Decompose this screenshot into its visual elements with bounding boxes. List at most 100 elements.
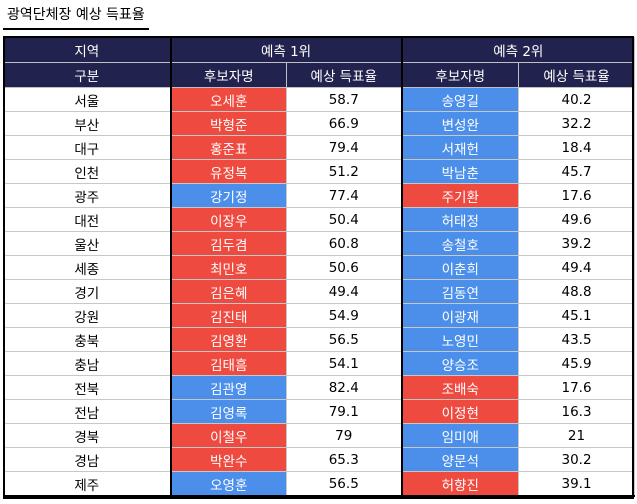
region-cell: 광주 <box>3 183 172 208</box>
first-rate-cell: 82.4 <box>285 375 403 400</box>
table-row: 강원 김진태 54.9 이광재 45.1 <box>3 303 636 328</box>
region-cell: 대구 <box>3 135 172 160</box>
first-rate-cell: 60.8 <box>285 231 403 256</box>
table-row: 충북 김영환 56.5 노영민 43.5 <box>3 327 636 352</box>
first-candidate-cell: 강기정 <box>170 183 287 208</box>
second-rate-cell: 39.2 <box>518 231 636 256</box>
second-candidate-cell: 이광재 <box>401 303 520 328</box>
table-row: 부산 박형준 66.9 변성완 32.2 <box>3 111 636 136</box>
second-rate-cell: 32.2 <box>518 111 636 136</box>
second-candidate-cell: 허향진 <box>401 471 520 497</box>
region-cell: 경북 <box>3 423 172 448</box>
table-row: 전북 김관영 82.4 조배숙 17.6 <box>3 375 636 400</box>
second-candidate-cell: 서재헌 <box>401 135 520 160</box>
region-cell: 서울 <box>3 87 172 112</box>
table-row: 인천 유정복 51.2 박남춘 45.7 <box>3 159 636 184</box>
first-candidate-cell: 김태흠 <box>170 351 287 376</box>
region-cell: 강원 <box>3 303 172 328</box>
second-rate-cell: 45.7 <box>518 159 636 184</box>
second-candidate-cell: 송철호 <box>401 231 520 256</box>
region-cell: 충북 <box>3 327 172 352</box>
forecast-table: 지역 예측 1위 예측 2위 구분 후보자명 예상 득표율 후보자명 예상 득표… <box>3 37 636 497</box>
table-row: 경기 김은혜 49.4 김동연 48.8 <box>3 279 636 304</box>
first-rate-cell: 50.4 <box>285 207 403 232</box>
second-candidate-cell: 허태정 <box>401 207 520 232</box>
table-header: 지역 예측 1위 예측 2위 구분 후보자명 예상 득표율 후보자명 예상 득표… <box>3 37 636 88</box>
first-rate-cell: 66.9 <box>285 111 403 136</box>
region-cell: 제주 <box>3 471 172 497</box>
second-rate-cell: 45.9 <box>518 351 636 376</box>
first-rate-cell: 54.1 <box>285 351 403 376</box>
first-rate-cell: 50.6 <box>285 255 403 280</box>
region-cell: 충남 <box>3 351 172 376</box>
second-candidate-cell: 노영민 <box>401 327 520 352</box>
table-row: 충남 김태흠 54.1 양승조 45.9 <box>3 351 636 376</box>
first-candidate-cell: 최민호 <box>170 255 287 280</box>
first-candidate-cell: 김은혜 <box>170 279 287 304</box>
second-rate-cell: 40.2 <box>518 87 636 112</box>
first-rate-cell: 79 <box>285 423 403 448</box>
table-row: 광주 강기정 77.4 주기환 17.6 <box>3 183 636 208</box>
region-cell: 울산 <box>3 231 172 256</box>
second-rate-cell: 49.4 <box>518 255 636 280</box>
first-rate-cell: 79.4 <box>285 135 403 160</box>
second-candidate-cell: 이춘희 <box>401 255 520 280</box>
table-row: 서울 오세훈 58.7 송영길 40.2 <box>3 87 636 112</box>
region-cell: 세종 <box>3 255 172 280</box>
header-rate-1: 예상 득표율 <box>285 62 403 88</box>
header-group-1: 예측 1위 <box>169 37 403 63</box>
table-row: 대구 홍준표 79.4 서재헌 18.4 <box>3 135 636 160</box>
first-candidate-cell: 오세훈 <box>170 87 287 112</box>
region-cell: 전북 <box>3 375 172 400</box>
table-row: 제주 오영훈 56.5 허향진 39.1 <box>3 471 636 497</box>
first-rate-cell: 51.2 <box>285 159 403 184</box>
first-rate-cell: 56.5 <box>285 471 403 497</box>
region-cell: 전남 <box>3 399 172 424</box>
header-group-2: 예측 2위 <box>401 37 636 63</box>
second-rate-cell: 30.2 <box>518 447 636 472</box>
first-candidate-cell: 유정복 <box>170 159 287 184</box>
second-candidate-cell: 이정현 <box>401 399 520 424</box>
first-candidate-cell: 김영록 <box>170 399 287 424</box>
second-rate-cell: 49.6 <box>518 207 636 232</box>
region-cell: 경남 <box>3 447 172 472</box>
second-rate-cell: 48.8 <box>518 279 636 304</box>
second-rate-cell: 17.6 <box>518 375 636 400</box>
header-candidate-2: 후보자명 <box>401 62 520 88</box>
header-row-top: 지역 예측 1위 예측 2위 <box>3 37 636 63</box>
region-cell: 대전 <box>3 207 172 232</box>
first-rate-cell: 54.9 <box>285 303 403 328</box>
table-row: 세종 최민호 50.6 이춘희 49.4 <box>3 255 636 280</box>
second-rate-cell: 18.4 <box>518 135 636 160</box>
first-rate-cell: 49.4 <box>285 279 403 304</box>
region-cell: 부산 <box>3 111 172 136</box>
second-candidate-cell: 조배숙 <box>401 375 520 400</box>
second-rate-cell: 45.1 <box>518 303 636 328</box>
header-row-bottom: 구분 후보자명 예상 득표율 후보자명 예상 득표율 <box>3 62 636 88</box>
second-candidate-cell: 양승조 <box>401 351 520 376</box>
first-candidate-cell: 김두겸 <box>170 231 287 256</box>
second-candidate-cell: 변성완 <box>401 111 520 136</box>
second-candidate-cell: 박남춘 <box>401 159 520 184</box>
first-rate-cell: 56.5 <box>285 327 403 352</box>
first-rate-cell: 79.1 <box>285 399 403 424</box>
page-title: 광역단체장 예상 득표율 <box>3 3 149 30</box>
second-candidate-cell: 양문석 <box>401 447 520 472</box>
table-row: 전남 김영록 79.1 이정현 16.3 <box>3 399 636 424</box>
first-candidate-cell: 박완수 <box>170 447 287 472</box>
second-candidate-cell: 임미애 <box>401 423 520 448</box>
second-rate-cell: 17.6 <box>518 183 636 208</box>
first-candidate-cell: 이장우 <box>170 207 287 232</box>
second-rate-cell: 21 <box>518 423 636 448</box>
region-cell: 경기 <box>3 279 172 304</box>
second-rate-cell: 16.3 <box>518 399 636 424</box>
first-rate-cell: 65.3 <box>285 447 403 472</box>
table-row: 경남 박완수 65.3 양문석 30.2 <box>3 447 636 472</box>
region-cell: 인천 <box>3 159 172 184</box>
second-rate-cell: 43.5 <box>518 327 636 352</box>
table-row: 경북 이철우 79 임미애 21 <box>3 423 636 448</box>
second-candidate-cell: 김동연 <box>401 279 520 304</box>
first-candidate-cell: 오영훈 <box>170 471 287 497</box>
table-row: 대전 이장우 50.4 허태정 49.6 <box>3 207 636 232</box>
table-body: 서울 오세훈 58.7 송영길 40.2 부산 박형준 66.9 변성완 32.2 대구 홍준표 79.… <box>3 87 636 497</box>
